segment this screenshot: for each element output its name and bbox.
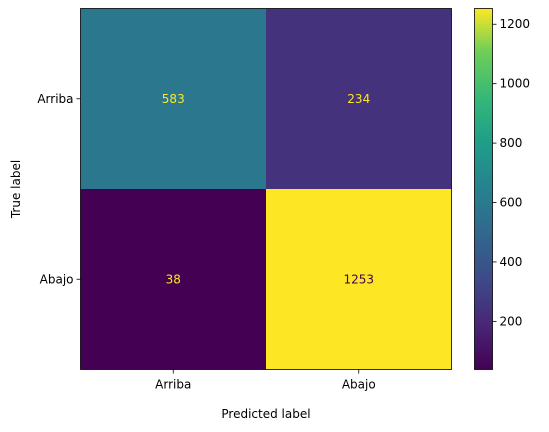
cell-value-label: 1253 [343,272,374,286]
colorbar-tick-label: 600 [500,196,523,210]
colorbar-tick-label: 1000 [500,77,531,91]
y-axis-label: True label [9,160,23,219]
colorbar-axis: 200 400 600 800 1000 1200 [493,17,531,328]
x-tick-label: Arriba [155,378,191,392]
cell-value-label: 583 [162,92,185,106]
colorbar [475,9,493,370]
cell-value-label: 38 [166,272,181,286]
x-axis: Arriba Abajo [155,370,376,392]
colorbar-tick-label: 1200 [500,17,531,31]
y-tick-label: Arriba [37,92,73,106]
x-tick-label: Abajo [342,378,376,392]
colorbar-tick-label: 800 [500,136,523,150]
y-tick-label: Abajo [40,272,74,286]
y-axis: Arriba Abajo [37,92,80,287]
colorbar-tick-label: 400 [500,255,523,269]
colorbar-tick-label: 200 [500,314,523,328]
heatmap-cells: 583 234 38 1253 [81,9,452,370]
cell-value-label: 234 [347,92,370,106]
x-axis-label: Predicted label [221,407,310,421]
